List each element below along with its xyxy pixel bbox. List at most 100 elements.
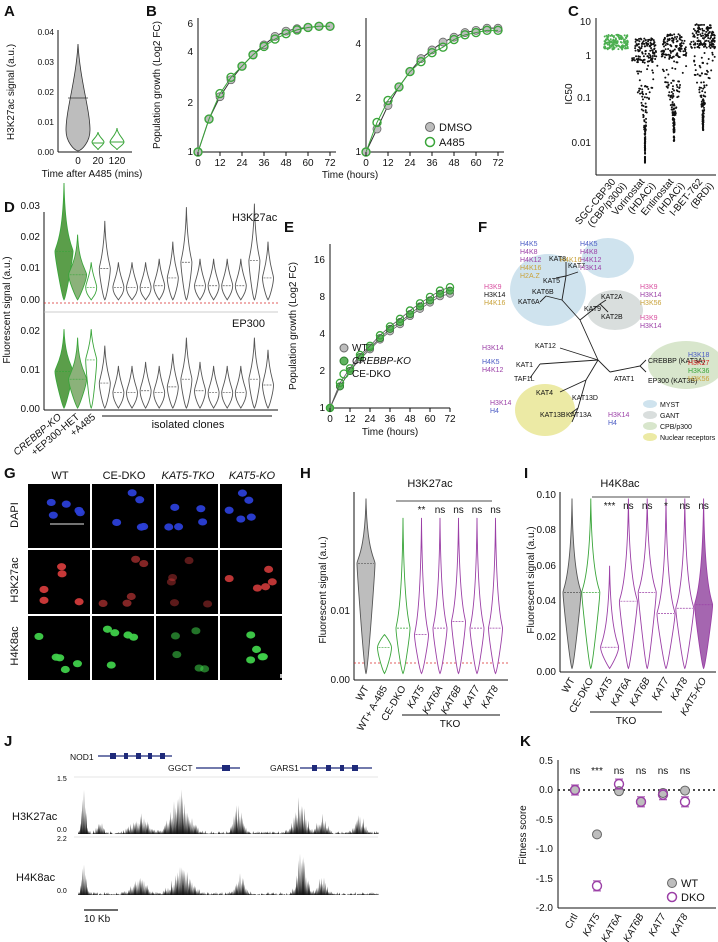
c-dot (710, 31, 713, 34)
c-dot (638, 79, 641, 82)
c-dot (644, 130, 647, 133)
e-xtick-label: 36 (384, 414, 396, 425)
i-violin-4 (637, 498, 657, 670)
c-dot (611, 47, 614, 50)
f-node: EP300 (KAT3B) (648, 378, 697, 385)
k-sig: ns (658, 766, 669, 777)
svg-text:H4K12: H4K12 (520, 257, 542, 264)
c-dot (623, 34, 626, 37)
c-dot (645, 111, 648, 114)
c-dot (641, 61, 644, 64)
c-dot (680, 42, 683, 45)
g-nucleus (39, 585, 49, 594)
g-image-r2-c0 (28, 616, 90, 680)
i-violin-0 (562, 498, 582, 670)
g-col-label: CE-DKO (103, 470, 146, 482)
c-dot (640, 101, 643, 104)
j-track-label: H3K27ac (12, 811, 58, 823)
i-sig: *** (604, 501, 616, 512)
c-dot (670, 81, 673, 84)
e-xtick-label: 0 (327, 414, 333, 425)
e-point-CE-DKO (395, 314, 405, 324)
c-dot (666, 43, 669, 46)
c-dot (654, 49, 657, 52)
c-dot (703, 52, 706, 55)
i-sig: ns (680, 501, 691, 512)
c-dot (638, 70, 641, 73)
c-dot (672, 55, 675, 58)
d-violin-bottom-5 (126, 365, 138, 409)
c-dot (696, 40, 699, 43)
k-xcat: KAT6B (622, 912, 647, 942)
e-point-CE-DKO (335, 378, 345, 388)
g-nucleus (203, 600, 213, 608)
c-dot (636, 59, 639, 62)
c-dot (671, 37, 674, 40)
d-violin-bottom-12 (221, 365, 234, 409)
svg-text:H3K14: H3K14 (640, 323, 662, 330)
c-dot (635, 38, 638, 41)
h-ylabel: Fluorescent signal (a.u.) (318, 536, 329, 643)
g-nucleus (112, 518, 122, 527)
e-legend-crebbp-marker (339, 356, 349, 366)
c-dot (643, 157, 646, 160)
i-ytick: 0.00 (537, 667, 557, 678)
c-dot (620, 45, 623, 48)
c-dot (652, 42, 655, 45)
b-point-A485 (416, 56, 426, 67)
panel-label-c: C (568, 3, 579, 20)
e-point-CE-DKO (435, 286, 445, 295)
g-nucleus (169, 599, 179, 607)
b-point-A485 (259, 41, 269, 52)
panel-label-d: D (4, 199, 15, 216)
c-dot (665, 68, 668, 71)
d-violin-top-12 (221, 258, 234, 301)
g-row-label: H3K27ac (9, 557, 21, 603)
c-dot (699, 33, 702, 36)
b-legend-dmso-marker (425, 122, 435, 132)
e-legend-cedko-marker (339, 369, 349, 379)
b-ytick: 4 (355, 39, 361, 50)
d-violin-top-9 (180, 207, 193, 301)
c-dot (700, 96, 703, 99)
c-dot (613, 43, 616, 46)
d-violin-top-0 (54, 182, 74, 301)
svg-text:H3K14: H3K14 (490, 400, 512, 407)
g-image-r0-c2 (156, 484, 218, 548)
h-violin-3 (414, 517, 429, 675)
b-point-A485 (204, 114, 214, 124)
c-dot (708, 27, 711, 30)
c-dot (698, 91, 701, 94)
c-dot (639, 37, 642, 40)
d-violin-bottom-4 (112, 365, 125, 409)
b-legend-a485-marker (424, 136, 436, 148)
b-xtick-label: 36 (258, 158, 270, 169)
c-dot (699, 24, 702, 27)
b-xtick-label: 48 (448, 158, 460, 169)
g-nucleus (170, 503, 180, 511)
c-dot (700, 56, 703, 59)
c-dot (640, 108, 643, 111)
c-dot (613, 40, 616, 43)
svg-text:H4K16: H4K16 (484, 300, 506, 307)
h-violin-6 (469, 517, 485, 675)
c-dot (644, 135, 647, 138)
c-dot (641, 98, 644, 101)
c-dot (673, 129, 676, 132)
c-dot (700, 72, 703, 75)
c-dot (635, 58, 638, 61)
f-node: KAT13A (566, 412, 592, 419)
b-point-A485 (449, 34, 459, 45)
k-sig: ns (570, 766, 581, 777)
d-ytick: 0.01 (21, 365, 41, 376)
c-dot (612, 41, 615, 44)
c-dot (663, 56, 666, 59)
c-dot (707, 26, 710, 29)
k-plot: ns Crtl *** KAT5 ns KAT6A ns KAT6B ns KAT7 ns KAT8 (563, 766, 691, 942)
k-ytick: -1.5 (536, 874, 554, 885)
c-dot (680, 47, 683, 50)
svg-text:H4K16: H4K16 (520, 265, 542, 272)
e-point-CE-DKO (375, 331, 385, 340)
d-violin-bottom-9 (180, 337, 193, 409)
